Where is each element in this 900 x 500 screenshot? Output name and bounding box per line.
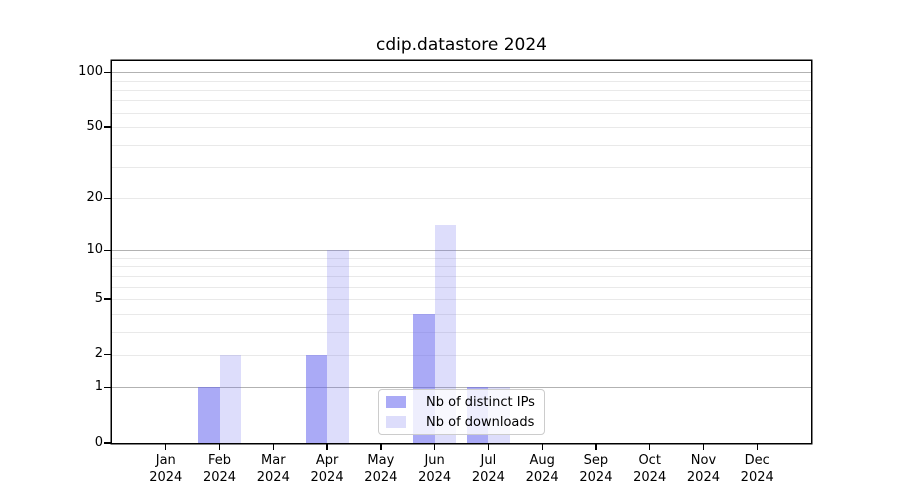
- bar-feb-downloads: [219, 354, 242, 443]
- gridline-minor-30: [112, 167, 811, 169]
- gridline-minor-70: [112, 100, 811, 102]
- gridline-major-10: [112, 250, 811, 252]
- x-tick-label-oct: Oct 2024: [633, 453, 667, 485]
- x-tick-jun: [434, 444, 436, 450]
- y-tick-label-2: 2: [94, 346, 103, 362]
- y-tick-label-10: 10: [86, 241, 103, 257]
- gridline-minor-8: [112, 266, 811, 268]
- x-tick-dec: [756, 444, 758, 450]
- plot-area: [112, 61, 811, 443]
- y-tick-100: [104, 71, 111, 73]
- x-tick-jul: [487, 444, 490, 450]
- x-tick-label-feb: Feb 2024: [202, 453, 237, 485]
- x-tick-jan: [165, 444, 167, 450]
- legend-swatch-distinct-ips-icon: [386, 396, 406, 408]
- x-tick-sep: [595, 444, 597, 450]
- x-tick-oct: [649, 444, 651, 450]
- x-tick-nov: [702, 444, 705, 450]
- gridline-minor-5: [112, 299, 811, 300]
- x-tick-label-jul: Jul 2024: [471, 453, 505, 485]
- x-tick-label-dec: Dec 2024: [740, 453, 774, 485]
- x-tick-label-apr: Apr 2024: [310, 453, 344, 485]
- x-tick-label-jun: Jun 2024: [418, 453, 452, 485]
- gridline-minor-50: [112, 127, 811, 129]
- gridline-minor-60: [112, 112, 811, 114]
- x-tick-label-nov: Nov 2024: [686, 453, 720, 485]
- y-tick-10: [104, 249, 111, 251]
- gridline-major-1: [112, 387, 811, 389]
- y-tick-50: [104, 126, 111, 128]
- y-tick-label-20: 20: [86, 189, 103, 205]
- gridline-minor-7: [112, 275, 811, 277]
- x-tick-feb: [218, 444, 221, 450]
- x-tick-label-mar: Mar 2024: [256, 453, 290, 485]
- bar-jun-downloads: [434, 225, 457, 443]
- bar-feb-distinct-ips: [198, 387, 220, 443]
- y-tick-label-50: 50: [86, 118, 103, 134]
- gridline-major-100: [112, 72, 811, 74]
- x-tick-aug: [541, 444, 543, 450]
- gridline-minor-80: [112, 89, 811, 91]
- y-tick-1: [104, 386, 111, 388]
- legend-label-distinct-ips: Nb of distinct IPs: [426, 394, 535, 410]
- y-tick-5: [104, 298, 111, 300]
- gridline-minor-90: [112, 80, 811, 82]
- legend: Nb of distinct IPs Nb of downloads: [378, 389, 545, 435]
- bar-apr-distinct-ips: [305, 354, 328, 443]
- x-tick-label-may: May 2024: [364, 453, 398, 485]
- chart-title: cdip.datastore 2024: [375, 35, 547, 55]
- x-tick-label-jan: Jan 2024: [149, 453, 183, 485]
- gridline-minor-3: [112, 331, 811, 333]
- gridline-minor-20: [112, 198, 811, 200]
- x-tick-label-aug: Aug 2024: [525, 453, 559, 485]
- x-tick-mar: [272, 444, 274, 450]
- gridline-minor-40: [112, 144, 811, 146]
- gridline-minor-4: [112, 313, 811, 315]
- y-tick-label-100: 100: [78, 63, 103, 79]
- gridline-minor-9: [112, 257, 811, 259]
- x-tick-apr: [326, 444, 328, 450]
- legend-entry-distinct-ips: Nb of distinct IPs: [386, 392, 536, 412]
- x-tick-may: [380, 444, 382, 450]
- y-tick-0: [104, 442, 111, 444]
- legend-swatch-downloads-icon: [386, 416, 406, 428]
- legend-entry-downloads: Nb of downloads: [386, 412, 536, 432]
- legend-label-downloads: Nb of downloads: [426, 414, 535, 430]
- y-tick-20: [104, 197, 111, 200]
- bar-apr-downloads: [327, 250, 349, 443]
- gridline-minor-6: [112, 286, 811, 288]
- y-tick-label-5: 5: [94, 290, 103, 306]
- y-tick-label-0: 0: [94, 434, 103, 450]
- y-tick-2: [104, 354, 111, 356]
- x-tick-label-sep: Sep 2024: [579, 453, 613, 485]
- y-tick-label-1: 1: [94, 378, 103, 394]
- gridline-minor-2: [112, 354, 811, 356]
